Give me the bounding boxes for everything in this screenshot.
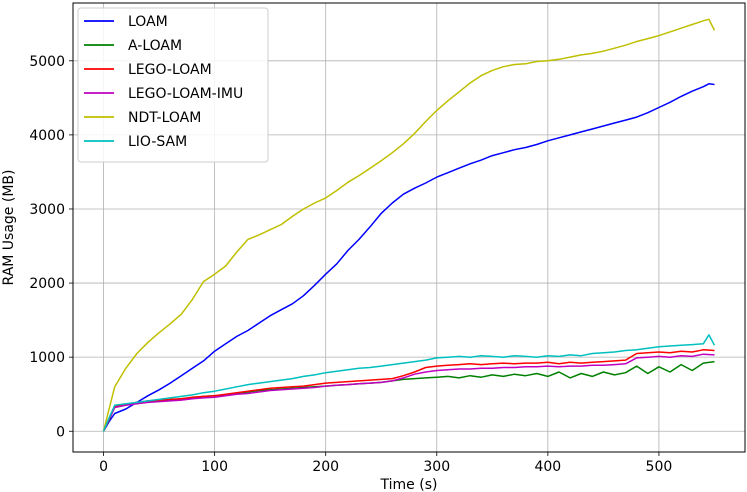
- legend-label-a-loam: A-LOAM: [128, 38, 182, 54]
- legend: LOAM A-LOAM LEGO-LOAM LEGO-LOAM-IMU NDT-LOAM…: [77, 7, 269, 163]
- x-axis-label: Time (s): [380, 477, 438, 492]
- y-tick-label: 5000: [29, 54, 65, 70]
- series-line-ndt-loam: [102, 18, 716, 432]
- legend-label-ndt-loam: NDT-LOAM: [128, 110, 201, 126]
- x-tick-label: 200: [312, 459, 339, 475]
- y-tick-label: 3000: [29, 202, 65, 218]
- x-tick-label: 400: [534, 459, 561, 475]
- series-line-lego-loam: [102, 349, 715, 432]
- y-tick-label: 4000: [29, 128, 65, 144]
- series-line-lio-sam: [102, 334, 716, 432]
- grid-lines: [73, 3, 745, 452]
- y-axis-ticks: 0 1000 2000 3000 4000 5000: [29, 54, 73, 440]
- x-tick-label: 500: [646, 459, 673, 475]
- legend-label-loam: LOAM: [128, 14, 168, 30]
- y-tick-label: 0: [56, 424, 65, 440]
- y-tick-label: 1000: [29, 350, 65, 366]
- legend-label-lego-loam: LEGO-LOAM: [128, 62, 212, 78]
- plot-frame: [72, 2, 746, 453]
- legend-box: [77, 7, 269, 163]
- legend-label-lego-loam-imu: LEGO-LOAM-IMU: [128, 86, 243, 102]
- series-line-loam: [102, 83, 715, 432]
- series-lines: [102, 18, 716, 432]
- x-tick-label: 300: [423, 459, 450, 475]
- series-line-lego-loam-imu: [102, 353, 715, 432]
- y-tick-label: 2000: [29, 276, 65, 292]
- x-tick-label: 100: [201, 459, 228, 475]
- x-tick-label: 0: [99, 459, 108, 475]
- x-axis-ticks: 0 100 200 300 400 500: [99, 452, 672, 475]
- legend-label-lio-sam: LIO-SAM: [128, 134, 187, 150]
- y-axis-label: RAM Usage (MB): [1, 170, 17, 286]
